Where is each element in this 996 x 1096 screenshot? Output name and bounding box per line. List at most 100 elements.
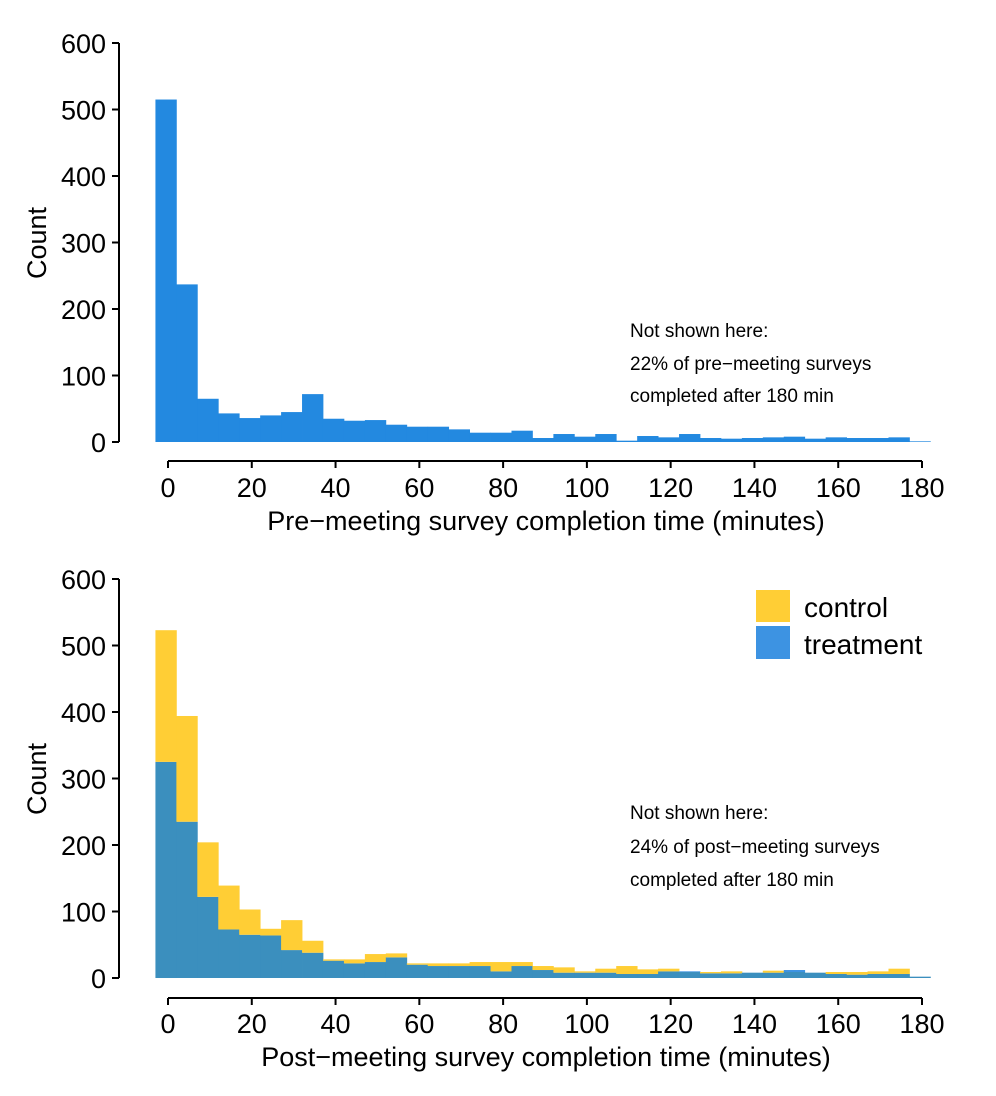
post-y-tick-label-600: 600: [61, 565, 106, 595]
post-bar-control-8: [322, 959, 345, 961]
post-bar-control-13: [427, 963, 450, 967]
pre-y-axis-ticks: 0 100 200 300 400 500 600: [61, 29, 119, 458]
pre-bar-3: [218, 413, 240, 442]
post-note-line-2: 24% of post−meeting surveys: [630, 837, 880, 858]
post-bar-overlap-24: [658, 971, 680, 978]
pre-bar-27: [720, 438, 743, 442]
pre-bar-9: [343, 420, 366, 442]
post-bar-control-11: [385, 953, 408, 958]
post-bar-overlap-30: [783, 972, 806, 978]
post-bar-overlap-2: [197, 896, 219, 978]
post-bar-overlap-1: [176, 821, 198, 978]
post-bar-overlap-33: [846, 974, 868, 978]
pre-bar-18: [532, 438, 554, 442]
pre-bar-28: [741, 438, 764, 442]
post-bar-control-5: [260, 928, 282, 936]
post-bar-overlap-31: [804, 972, 827, 978]
pre-y-tick-label-400: 400: [61, 162, 106, 192]
post-bar-overlap-9: [343, 963, 366, 978]
pre-bar-8: [322, 418, 345, 442]
pre-bar-12: [406, 426, 429, 442]
pre-bar-19: [553, 434, 575, 442]
post-bar-overlap-27: [720, 973, 743, 978]
post-x-tick-label-20: 20: [237, 1009, 267, 1039]
post-x-axis-ticks: 0 20 40 60 80 100 120 140 160 180: [160, 998, 945, 1039]
post-bar-overlap-20: [574, 972, 596, 978]
post-x-tick-label-160: 160: [816, 1009, 861, 1039]
post-bar-control-2: [197, 842, 219, 897]
legend-label-treatment: treatment: [804, 629, 922, 660]
pre-bar-16: [490, 432, 512, 442]
post-y-axis-title: Count: [22, 742, 52, 815]
post-bar-control-6: [281, 920, 303, 951]
pre-bar-29: [762, 437, 785, 442]
pre-bar-10: [364, 420, 387, 442]
pre-bar-24: [658, 437, 680, 442]
post-bar-control-15: [469, 962, 491, 967]
post-x-tick-label-60: 60: [404, 1009, 434, 1039]
pre-bar-21: [595, 434, 617, 442]
post-bar-control-19: [553, 967, 575, 973]
post-bar-control-1: [176, 715, 198, 822]
post-bar-overlap-18: [532, 970, 554, 978]
post-bar-control-29: [762, 970, 785, 973]
pre-x-tick-label-140: 140: [732, 473, 777, 503]
post-bar-treatment-25: [679, 971, 701, 973]
pre-bar-33: [846, 438, 868, 442]
pre-bar-30: [783, 436, 806, 442]
pre-x-tick-label-100: 100: [564, 473, 609, 503]
pre-bar-7: [302, 394, 324, 442]
post-x-tick-label-120: 120: [648, 1009, 693, 1039]
pre-x-tick-label-180: 180: [899, 473, 944, 503]
post-bar-control-24: [658, 968, 680, 972]
post-bar-overlap-11: [385, 957, 408, 978]
post-bar-control-16: [490, 962, 512, 972]
post-bar-overlap-17: [511, 966, 533, 978]
legend-label-control: control: [804, 592, 888, 623]
post-bar-overlap-21: [595, 972, 617, 978]
pre-bar-11: [385, 424, 408, 442]
post-bar-overlap-28: [741, 972, 764, 978]
post-y-tick-label-500: 500: [61, 632, 106, 662]
post-bar-control-27: [720, 971, 743, 974]
post-bar-overlap-0: [155, 761, 177, 979]
pre-y-tick-label-0: 0: [91, 428, 106, 458]
pre-x-tick-label-80: 80: [488, 473, 518, 503]
pre-y-tick-label-200: 200: [61, 295, 106, 325]
post-y-tick-label-100: 100: [61, 898, 106, 928]
pre-x-tick-label-60: 60: [404, 473, 434, 503]
post-bar-overlap-14: [448, 966, 470, 978]
pre-note-line-3: completed after 180 min: [630, 386, 834, 407]
post-bar-control-32: [825, 972, 847, 975]
post-bar-control-35: [888, 968, 910, 975]
post-bar-overlap-4: [239, 934, 261, 978]
pre-bar-4: [239, 418, 261, 442]
post-bar-control-26: [699, 972, 722, 974]
post-bar-control-0: [155, 630, 177, 762]
pre-bar-17: [511, 430, 533, 442]
post-bar-overlap-8: [322, 960, 345, 978]
pre-bar-26: [699, 438, 722, 442]
pre-x-axis-ticks: 0 20 40 60 80 100 120 140 160 180: [160, 461, 945, 503]
post-x-tick-label-40: 40: [321, 1009, 351, 1039]
post-bar-overlap-7: [302, 952, 324, 978]
post-x-tick-label-80: 80: [488, 1009, 518, 1039]
pre-bar-22: [616, 440, 638, 442]
pre-y-axis-title: Count: [22, 206, 52, 279]
pre-bar-36: [909, 441, 931, 442]
post-y-tick-label-0: 0: [91, 964, 106, 994]
post-bar-overlap-22: [616, 974, 638, 978]
post-bar-overlap-36: [909, 976, 931, 978]
post-y-tick-label-400: 400: [61, 698, 106, 728]
pre-bar-15: [469, 432, 491, 442]
post-y-axis-ticks: 0 100 200 300 400 500 600: [61, 565, 119, 994]
post-bar-treatment-30: [783, 970, 806, 973]
post-bar-overlap-15: [469, 966, 491, 978]
post-bar-control-21: [595, 968, 617, 973]
post-bar-control-17: [511, 962, 533, 967]
post-bar-control-9: [343, 959, 366, 964]
post-bar-control-33: [846, 972, 868, 975]
pre-bar-20: [574, 436, 596, 442]
post-bar-control-14: [448, 963, 470, 967]
